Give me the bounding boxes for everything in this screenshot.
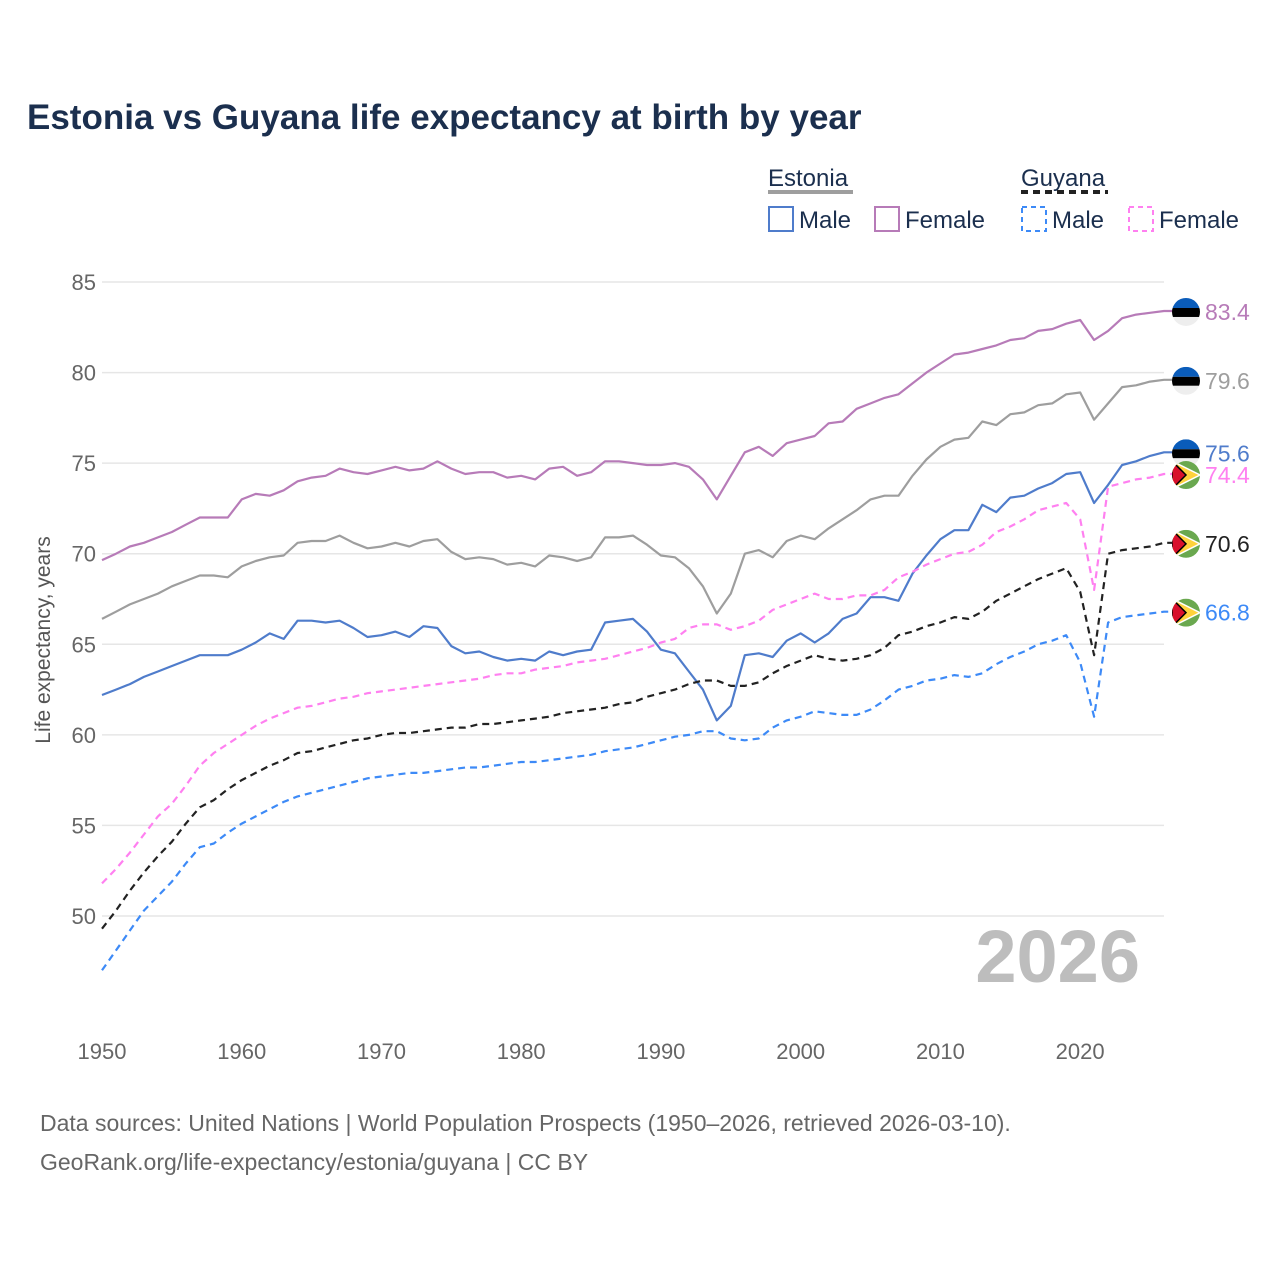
x-tick-label: 1990 <box>636 1039 685 1064</box>
source-line-1: Data sources: United Nations | World Pop… <box>40 1110 1011 1136</box>
series-line-estonia-female <box>101 309 1186 562</box>
y-tick-label: 65 <box>72 632 96 657</box>
end-label-estonia-male: 75.6 <box>1205 440 1250 466</box>
flag-body <box>1172 297 1200 326</box>
legend-label-estonia-female: Female <box>905 207 985 234</box>
y-tick-label: 60 <box>72 723 96 748</box>
legend-swatch-estonia-female <box>874 206 900 232</box>
flag-stripe-blue <box>1172 366 1200 377</box>
x-tick-label: 2020 <box>1056 1039 1105 1064</box>
y-tick-label: 50 <box>72 904 96 929</box>
estonia-flag-icon <box>1172 297 1200 326</box>
legend-label-guyana-male: Male <box>1052 207 1104 234</box>
y-axis-label: Life expectancy, years <box>32 536 55 743</box>
guyana-flag-icon <box>1172 598 1200 627</box>
y-tick-label: 80 <box>72 361 96 386</box>
end-label-estonia-female: 83.4 <box>1205 299 1250 325</box>
flag-stripe-white <box>1172 385 1200 395</box>
x-tick-label: 1950 <box>78 1039 127 1064</box>
y-tick-label: 85 <box>72 270 96 295</box>
legend-swatch-guyana-male <box>1021 206 1047 232</box>
end-label-guyana-male: 66.8 <box>1205 600 1250 626</box>
end-label-guyana-female: 74.4 <box>1205 462 1250 488</box>
series-line-guyana-female <box>101 472 1186 885</box>
flag-body <box>1172 529 1200 558</box>
legend-label-guyana-female: Female <box>1159 207 1239 234</box>
guyana-flag-icon <box>1172 529 1200 558</box>
source-line-2: GeoRank.org/life-expectancy/estonia/guya… <box>40 1149 588 1175</box>
year-watermark: 2026 <box>975 915 1140 998</box>
flag-stripe-white <box>1172 316 1200 326</box>
x-tick-label: 1980 <box>497 1039 546 1064</box>
flag-stripe-black <box>1172 449 1200 459</box>
y-tick-label: 75 <box>72 451 96 476</box>
flag-stripe-blue <box>1172 439 1200 450</box>
x-tick-label: 1970 <box>357 1039 406 1064</box>
flag-body <box>1172 461 1200 490</box>
flag-triangle-red <box>1172 461 1188 490</box>
x-tick-label: 2000 <box>776 1039 825 1064</box>
end-label-estonia-total: 79.6 <box>1205 368 1250 394</box>
x-tick-label: 2010 <box>916 1039 965 1064</box>
y-tick-label: 55 <box>72 813 96 838</box>
legend-label-estonia-male: Male <box>799 207 851 234</box>
y-ticks: 50 55 60 65 70 75 80 85 <box>72 270 96 929</box>
flag-triangle-red <box>1172 529 1188 558</box>
x-tick-label: 1960 <box>217 1039 266 1064</box>
chart-title: Estonia vs Guyana life expectancy at bir… <box>27 98 862 137</box>
flag-stripe-blue <box>1172 297 1200 308</box>
series-line-estonia-total <box>101 378 1186 620</box>
flag-stripe-black <box>1172 376 1200 386</box>
legend-group-guyana: Guyana <box>1021 165 1106 192</box>
series-line-guyana-male <box>101 610 1186 971</box>
legend-swatch-estonia-male <box>768 206 794 232</box>
estonia-flag-icon <box>1172 366 1200 395</box>
flag-body <box>1172 366 1200 395</box>
flag-body <box>1172 598 1200 627</box>
legend: Estonia Guyana Male Female Male Female <box>768 165 1239 234</box>
legend-group-estonia: Estonia <box>768 165 849 192</box>
end-label-guyana-total: 70.6 <box>1205 531 1250 557</box>
flag-stripe-black <box>1172 307 1200 317</box>
series-line-estonia-male <box>101 451 1186 722</box>
legend-swatch-guyana-female <box>1128 206 1154 232</box>
grid <box>102 281 1164 917</box>
flag-triangle-red <box>1172 598 1188 627</box>
end-labels: 83.4 79.6 75.674.4 70.6 66.8 <box>1172 297 1250 627</box>
guyana-flag-icon <box>1172 461 1200 490</box>
series-lines <box>101 309 1186 971</box>
series-line-guyana-total <box>101 541 1186 930</box>
y-tick-label: 70 <box>72 542 96 567</box>
x-ticks: 1950 1960 1970 1980 1990 2000 2010 2020 <box>78 1039 1105 1064</box>
